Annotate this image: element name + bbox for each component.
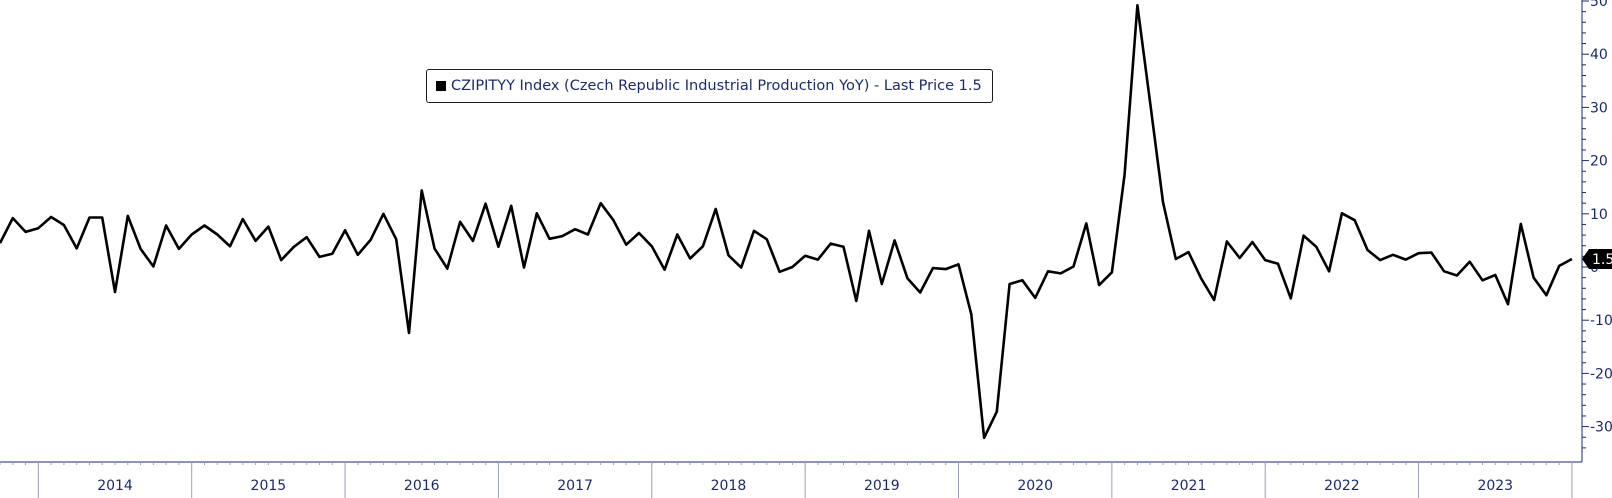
x-tick-label: 2014 [97,478,133,494]
legend-swatch-icon [436,81,446,91]
x-axis: 2014 2015 2016 2017 2018 2019 2020 2021 2022 2023 [0,461,1582,498]
x-tick-label: 2017 [557,478,593,494]
last-price-label: 1.5 [1592,252,1612,268]
x-tick-label: 2020 [1017,478,1053,494]
series-line [0,4,1573,440]
x-tick-label: 2015 [251,478,287,494]
y-tick-label: 20 [1590,154,1608,170]
y-tick-label: -10 [1590,313,1612,329]
last-price-marker: 1.5 [1582,249,1612,270]
x-tick-label: 2019 [864,478,900,494]
y-tick-label: -20 [1590,366,1612,382]
legend: CZIPITYY Index (Czech Republic Industria… [426,69,993,103]
y-tick-label: 30 [1590,100,1608,116]
x-tick-label: 2018 [711,478,747,494]
y-tick-label: 10 [1590,207,1608,223]
x-tick-label: 2023 [1477,478,1513,494]
x-tick-label: 2016 [404,478,440,494]
last-price-tag [1582,249,1612,270]
plot-area [0,4,1573,440]
legend-label: CZIPITYY Index (Czech Republic Industria… [451,78,982,94]
y-tick-label: 50 [1590,0,1608,10]
y-tick-label: 40 [1590,47,1608,63]
x-tick-label: 2021 [1171,478,1207,494]
y-tick-label: -30 [1590,420,1612,436]
y-axis: 50403020100-10-20-30 [1581,0,1612,462]
x-tick-label: 2022 [1324,478,1360,494]
